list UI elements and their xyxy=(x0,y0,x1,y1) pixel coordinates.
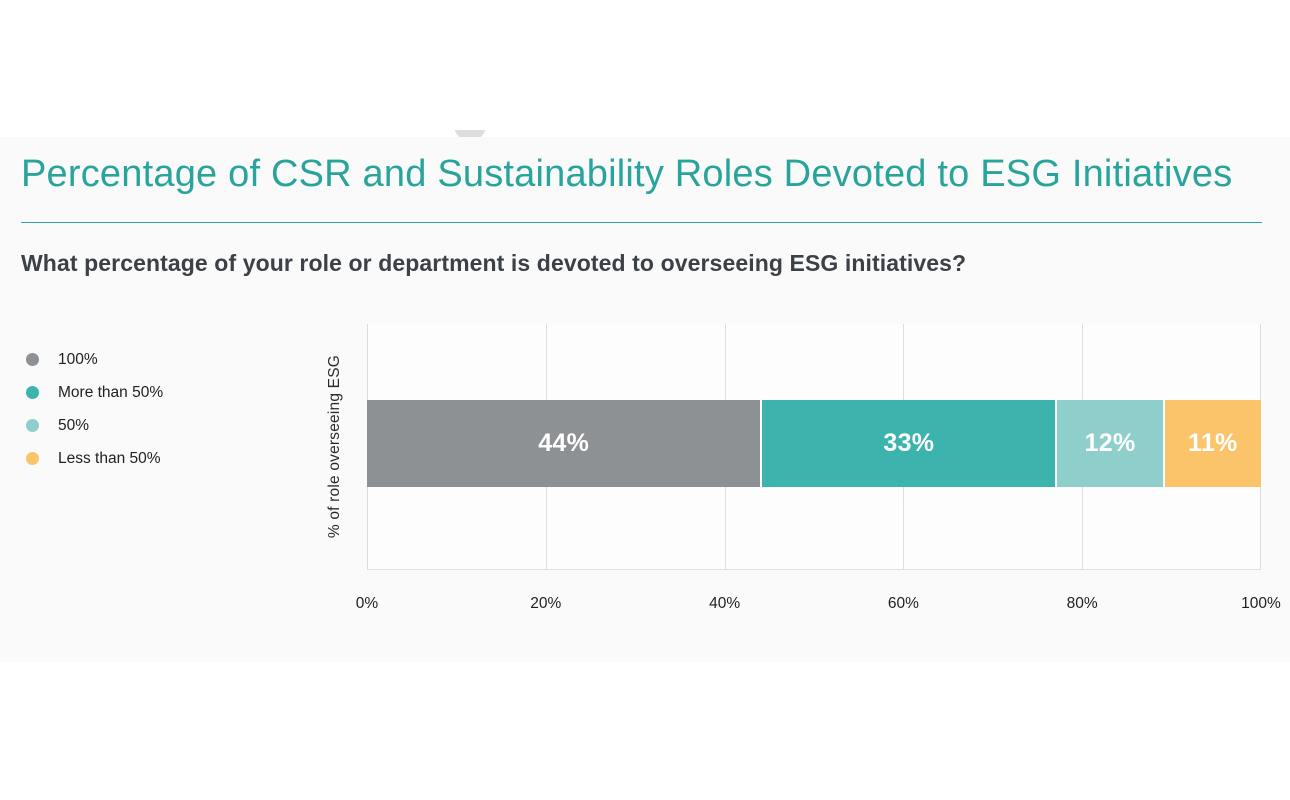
x-tick-label: 80% xyxy=(1066,595,1098,612)
bar-segment-more-than-50: 33% xyxy=(760,400,1056,487)
bar-segment-50: 12% xyxy=(1055,400,1163,487)
bar-value-label: 44% xyxy=(538,429,590,457)
plot-area: 44% 33% 12% 11% xyxy=(367,324,1261,570)
chart-legend: 100% More than 50% 50% Less than 50% xyxy=(26,343,163,475)
partial-logo xyxy=(454,130,486,141)
x-tick-label: 60% xyxy=(887,595,919,612)
y-axis-title: % of role overseeing ESG xyxy=(326,355,343,539)
legend-swatch-more-than-50-icon xyxy=(26,386,39,399)
legend-item: Less than 50% xyxy=(26,442,163,475)
stacked-bar: 44% 33% 12% 11% xyxy=(367,400,1261,487)
legend-item: 50% xyxy=(26,409,163,442)
title-divider xyxy=(21,222,1262,223)
legend-label: 100% xyxy=(58,350,98,368)
chart-panel: Percentage of CSR and Sustainability Rol… xyxy=(0,137,1290,662)
bar-segment-100: 44% xyxy=(367,400,761,487)
page-title: Percentage of CSR and Sustainability Rol… xyxy=(21,153,1233,195)
x-axis: 0% 20% 40% 60% 80% 100% xyxy=(356,595,1281,615)
x-tick-label: 100% xyxy=(1241,595,1281,612)
legend-swatch-less-than-50-icon xyxy=(26,452,39,465)
legend-label: More than 50% xyxy=(58,383,164,401)
bar-value-label: 11% xyxy=(1188,429,1238,457)
x-tick-label: 40% xyxy=(709,595,741,612)
legend-label: 50% xyxy=(58,416,90,434)
legend-item: 100% xyxy=(26,343,163,376)
bar-segment-less-than-50: 11% xyxy=(1162,400,1261,487)
bar-value-label: 12% xyxy=(1084,429,1136,457)
legend-swatch-100-icon xyxy=(26,353,39,366)
legend-item: More than 50% xyxy=(26,376,163,409)
legend-label: Less than 50% xyxy=(58,449,161,467)
legend-swatch-50-icon xyxy=(26,419,39,432)
bar-value-label: 33% xyxy=(883,429,935,457)
x-tick-label: 20% xyxy=(530,595,562,612)
survey-question: What percentage of your role or departme… xyxy=(21,250,967,276)
x-tick-label: 0% xyxy=(355,595,379,612)
